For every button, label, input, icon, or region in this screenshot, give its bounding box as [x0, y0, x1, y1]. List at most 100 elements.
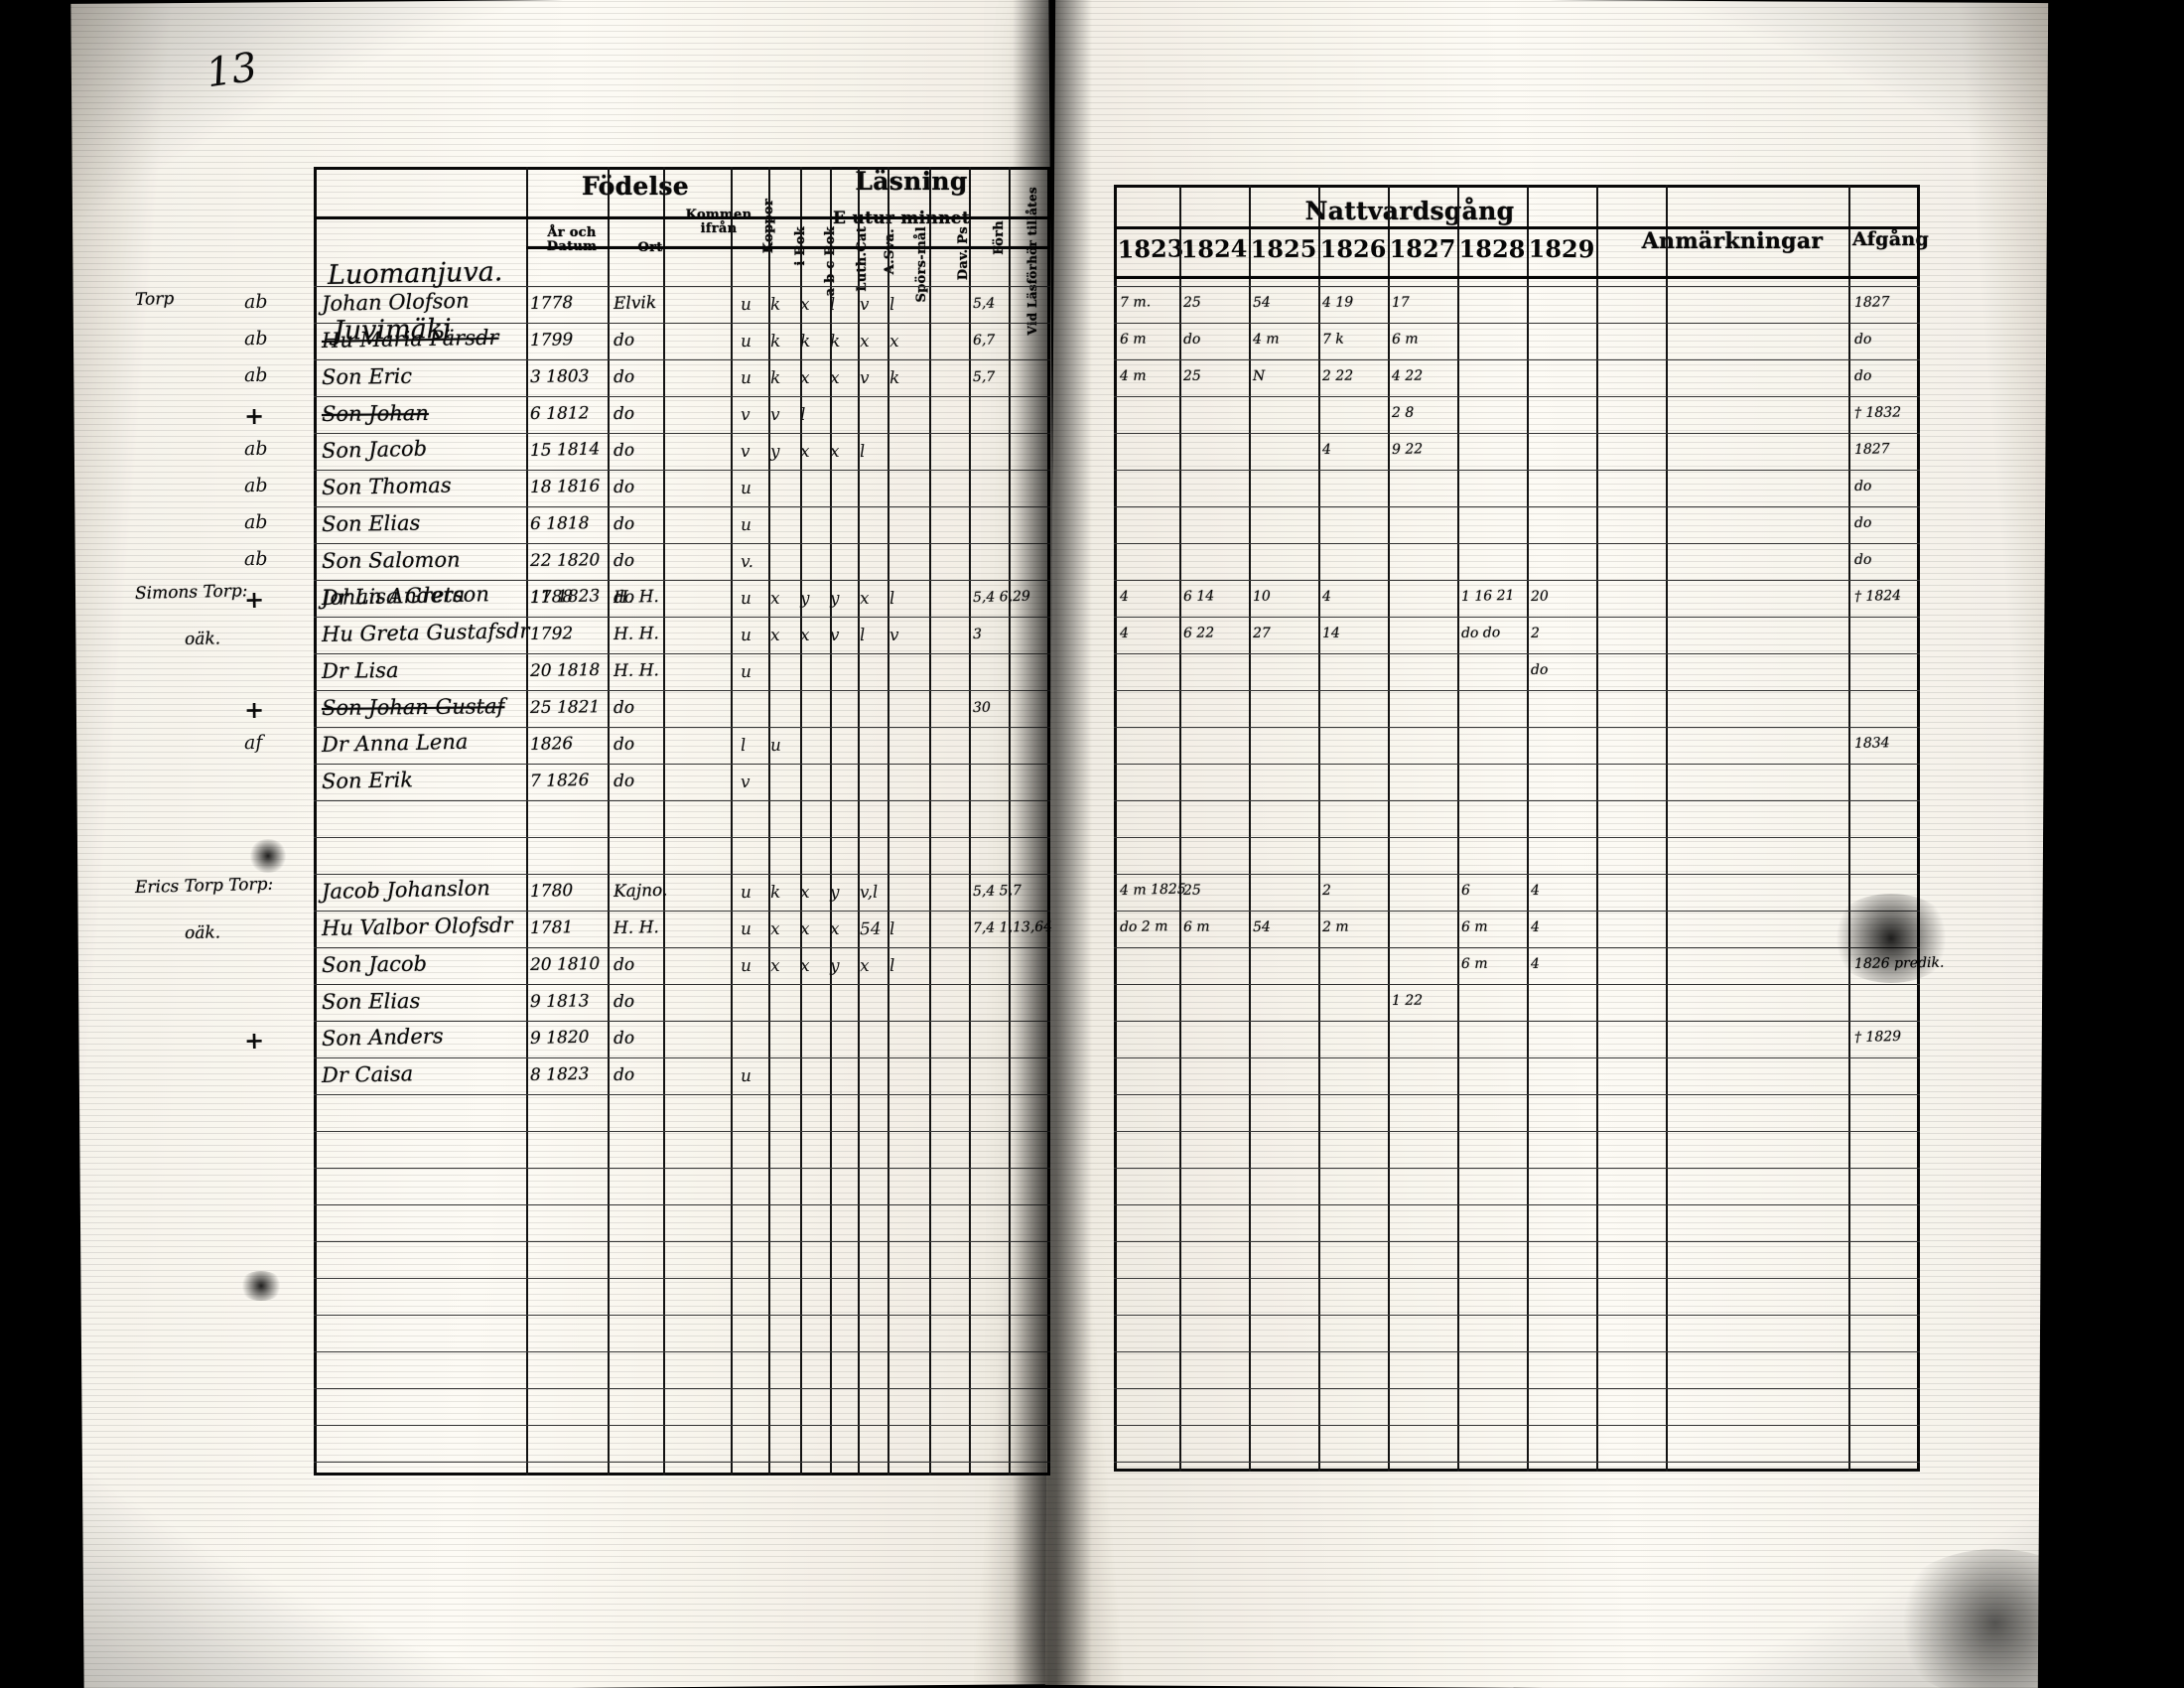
- person-name: Dr Caisa: [321, 1061, 414, 1087]
- birth-place: do: [613, 954, 635, 975]
- birth-year: 1781: [529, 917, 574, 938]
- lasning-mark: l: [888, 955, 895, 977]
- person-name: Son Thomas: [321, 473, 452, 499]
- person-name: Son Elias: [321, 989, 421, 1014]
- table-hrule: [1114, 286, 1920, 287]
- birth-place: do: [613, 440, 635, 461]
- column-header-fodelse: Födelse: [581, 172, 690, 201]
- table-vrule: [887, 167, 889, 1476]
- birth-year: 20 1810: [529, 954, 601, 975]
- table-vrule: [1009, 167, 1011, 1476]
- lasning-mark: x: [799, 294, 810, 316]
- birth-place: Kajno.: [613, 880, 668, 902]
- lasning-mark: x: [859, 588, 870, 610]
- birth-year: 1799: [529, 330, 574, 351]
- birth-place: do: [613, 1064, 635, 1085]
- birth-year: 25 1821: [529, 697, 601, 718]
- table-hrule: [314, 433, 1050, 434]
- table-hrule: [1114, 1278, 1920, 1279]
- table-hrule: [1114, 396, 1920, 397]
- header-rule: [526, 246, 1050, 249]
- table-hrule: [314, 984, 1050, 985]
- header-rule: [314, 216, 1050, 219]
- birth-place: H. H.: [613, 917, 660, 938]
- row-margin-mark: ab: [243, 510, 268, 534]
- lasning-mark: x: [829, 441, 840, 463]
- afgang-entry: do: [1853, 331, 1872, 348]
- birth-place: do: [613, 403, 635, 424]
- person-name: Son Jacob: [321, 436, 428, 463]
- birth-year: 7 1826: [529, 770, 590, 791]
- table-hrule: [314, 580, 1050, 581]
- table-vrule: [768, 167, 770, 1476]
- communion-entry: 4: [1119, 588, 1130, 605]
- lasning-mark: l: [799, 404, 806, 426]
- forhor-value: 3: [972, 626, 983, 642]
- table-hrule: [1114, 874, 1920, 875]
- column-header-forh: Förh: [992, 220, 1007, 255]
- birth-year: 18 1816: [529, 476, 601, 497]
- communion-entry: 27: [1252, 625, 1271, 641]
- birth-place: Elvik: [613, 293, 657, 314]
- table-hrule: [1114, 543, 1920, 544]
- year-header-1824: 1824: [1180, 233, 1248, 264]
- lasning-mark: v: [859, 294, 870, 316]
- table-hrule: [1114, 800, 1920, 801]
- table-hrule: [1114, 1388, 1920, 1389]
- lasning-mark: k: [888, 367, 900, 389]
- table-hrule: [1114, 617, 1920, 618]
- communion-entry: 2 m: [1321, 918, 1349, 935]
- communion-entry: 2 8: [1391, 404, 1415, 421]
- table-hrule: [1114, 727, 1920, 728]
- column-header-anmarkningar: Anmärkningar: [1641, 228, 1824, 254]
- table-hrule: [314, 1021, 1050, 1022]
- person-name: Johan Anderson: [321, 582, 490, 610]
- afgang-entry: do: [1853, 514, 1872, 531]
- lasning-mark: u: [740, 661, 752, 683]
- communion-entry: 6 m: [1460, 955, 1488, 972]
- lasning-mark: u: [740, 478, 752, 499]
- birth-place: do: [613, 550, 635, 571]
- lasning-mark: x: [799, 441, 810, 463]
- forhor-value: 30: [972, 699, 991, 716]
- forhor-value: 5,4 6,29: [972, 588, 1031, 606]
- table-hrule: [1114, 690, 1920, 691]
- year-header-1827: 1827: [1389, 234, 1456, 263]
- birth-place: H. H.: [613, 624, 660, 644]
- communion-entry: 2: [1321, 882, 1332, 899]
- afgang-entry: 1834: [1853, 735, 1890, 752]
- table-vrule: [969, 167, 971, 1476]
- table-hrule: [314, 359, 1050, 360]
- lasning-mark: x: [799, 367, 810, 389]
- communion-entry: 6: [1460, 882, 1471, 899]
- table-hrule: [1114, 911, 1920, 912]
- column-header-kommen-ifran: Kommen ifrån: [685, 208, 752, 236]
- table-hrule: [1114, 1462, 1920, 1463]
- family-margin-label: Torp: [134, 289, 175, 310]
- birth-year: 1826: [529, 734, 574, 755]
- communion-entry: 4: [1321, 588, 1332, 605]
- table-vrule: [858, 167, 860, 1476]
- year-header-1825: 1825: [1250, 233, 1317, 264]
- afgang-entry: 1827: [1853, 441, 1890, 458]
- table-hrule: [314, 837, 1050, 838]
- table-hrule: [314, 470, 1050, 471]
- communion-entry: 14: [1321, 625, 1340, 641]
- header-rule: [1114, 276, 1920, 279]
- communion-entry: 25: [1182, 294, 1202, 311]
- lasning-mark: y: [799, 588, 810, 610]
- person-name: Hu Valbor Olofsdr: [321, 913, 513, 940]
- communion-entry: do do: [1460, 625, 1501, 641]
- afgang-entry: do: [1853, 551, 1872, 568]
- table-vrule: [800, 167, 802, 1476]
- lasning-mark: v: [888, 625, 899, 646]
- person-name: Son Eric: [321, 363, 413, 389]
- table-hrule: [1114, 1351, 1920, 1352]
- forhor-value: 5,4: [972, 295, 996, 312]
- afgang-entry: † 1832: [1853, 404, 1902, 421]
- table-hrule: [314, 1278, 1050, 1279]
- communion-entry: 1 22: [1391, 992, 1424, 1009]
- lasning-mark: 54: [859, 918, 882, 940]
- family-side-note: oäk.: [184, 629, 221, 649]
- lasning-mark: v: [859, 367, 870, 389]
